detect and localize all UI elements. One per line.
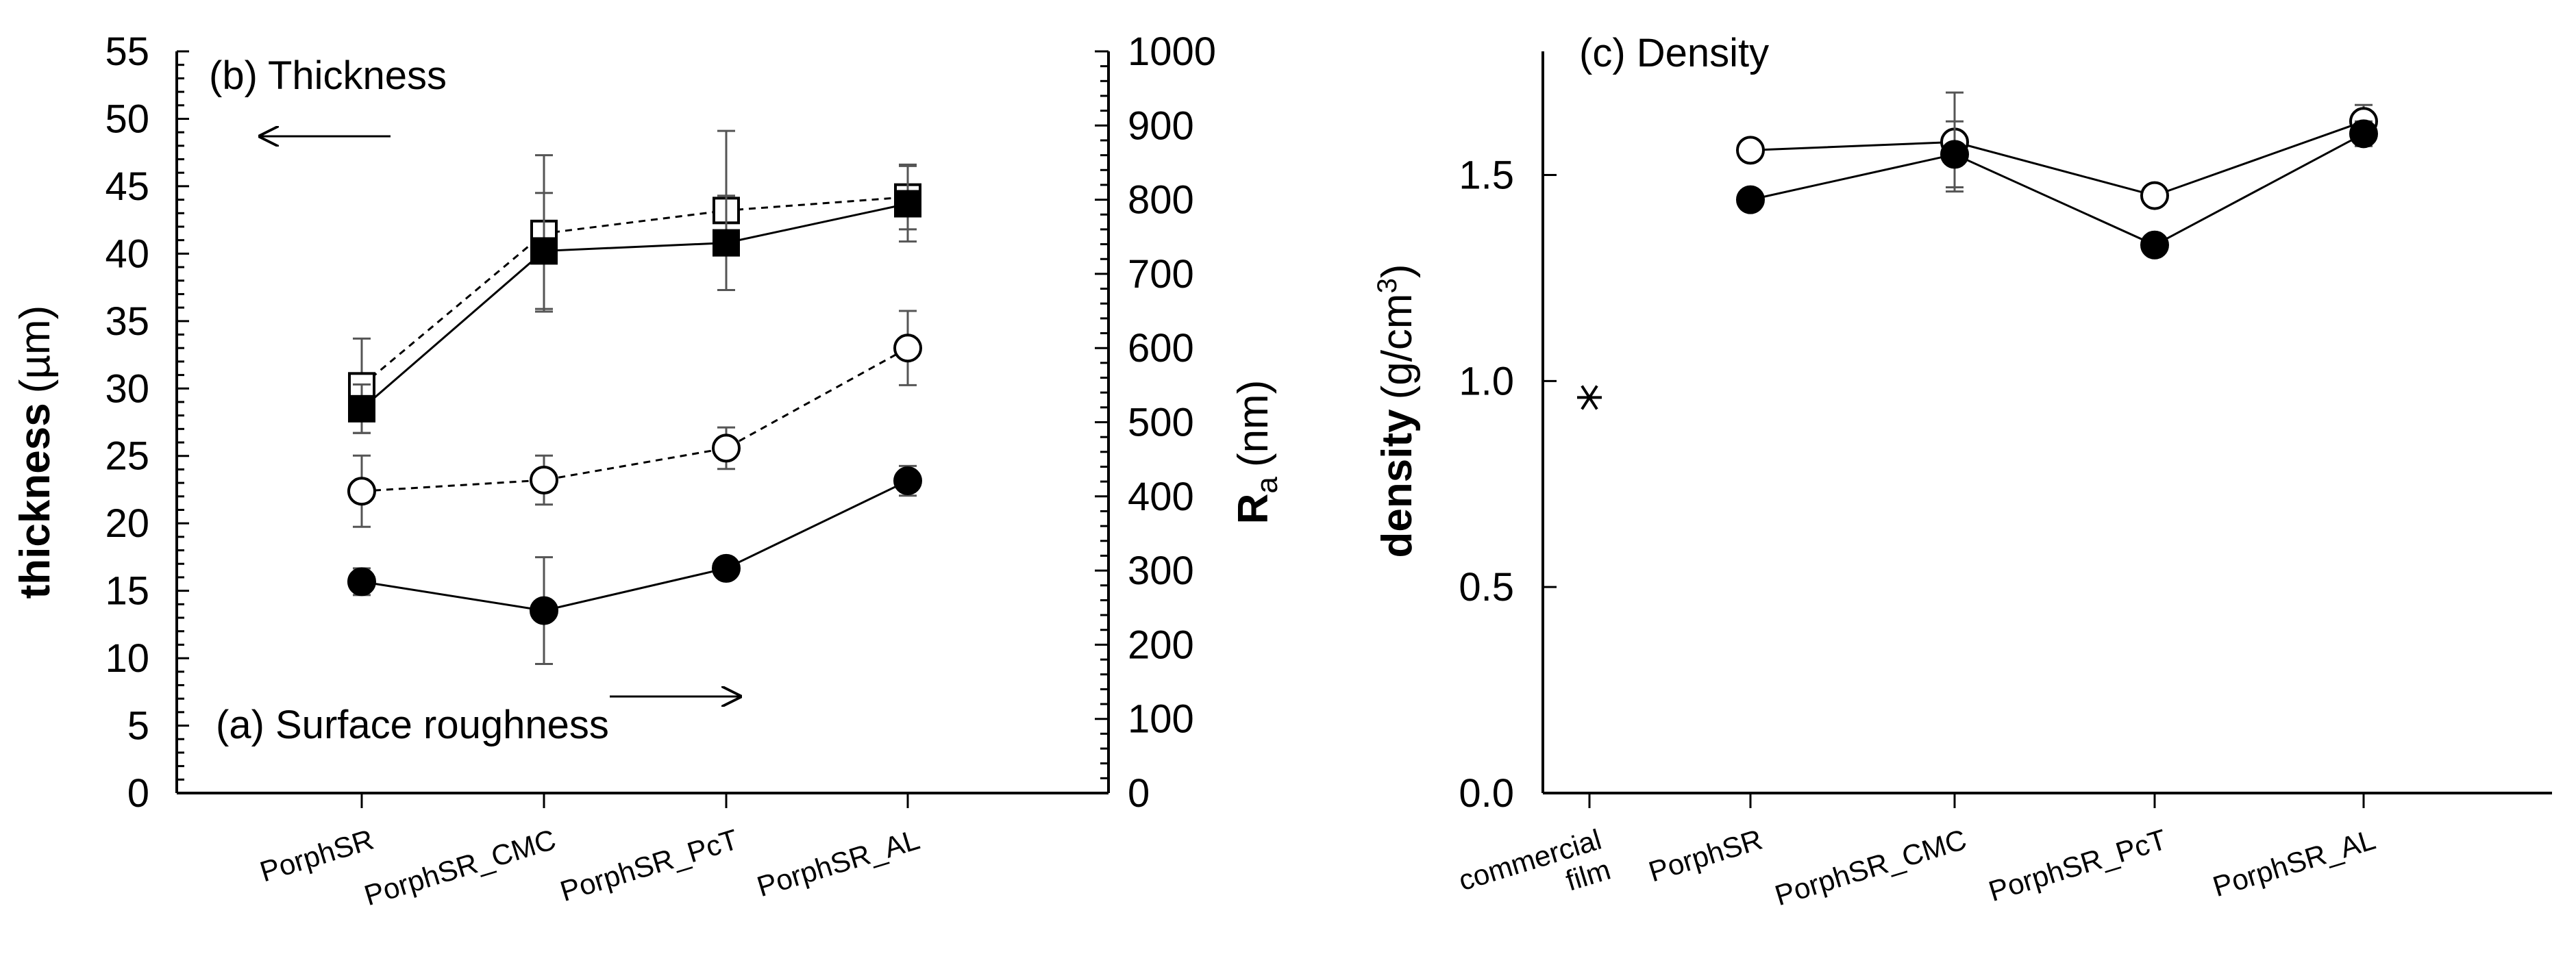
data-point xyxy=(894,190,921,218)
data-point xyxy=(712,553,741,583)
left-tick-label: 35 xyxy=(105,299,149,344)
series-line xyxy=(361,479,908,612)
left-tick-label: 5 xyxy=(127,704,149,749)
left-chart-series xyxy=(347,129,922,666)
data-point xyxy=(348,394,375,423)
density-axis-label: density(g/cm3) xyxy=(1372,264,1421,558)
commercial-film-point xyxy=(1577,385,1602,410)
left-tick-label: 25 xyxy=(105,434,149,479)
series-line xyxy=(361,196,908,387)
density-category-label: PorphSR_CMC xyxy=(1771,823,1970,912)
series-3 xyxy=(347,464,922,666)
right-tick-label: 100 xyxy=(1128,697,1194,742)
data-point xyxy=(530,465,558,494)
category-label: PorphSR_CMC xyxy=(360,823,560,912)
left-tick-label: 20 xyxy=(105,501,149,546)
density-series-0 xyxy=(1736,91,2378,210)
category-label-line: PorphSR xyxy=(1645,823,1766,888)
category-label-line: PorphSR_PcT xyxy=(1985,823,2170,907)
roughness-axis-label: Ra(nm) xyxy=(1230,380,1284,525)
density-series-1 xyxy=(1736,119,2378,260)
left-tick-label: 40 xyxy=(105,231,149,276)
right-chart-series xyxy=(1577,91,2378,410)
left-tick-label: 55 xyxy=(105,29,149,74)
right-tick-label: 800 xyxy=(1128,178,1194,223)
right-tick-label: 400 xyxy=(1128,475,1194,519)
density-title: (c) Density xyxy=(1579,31,1769,75)
density-category-label: PorphSR_AL xyxy=(2209,823,2379,903)
category-label: PorphSR xyxy=(256,823,377,888)
density-data-point xyxy=(1736,136,1765,165)
left-tick-label: 10 xyxy=(105,636,149,681)
right-tick-label: 500 xyxy=(1128,401,1194,445)
density-tick-label: 1.5 xyxy=(1459,153,1514,198)
right-tick-label: 1000 xyxy=(1128,29,1216,74)
series-1 xyxy=(348,164,921,434)
data-point xyxy=(893,466,922,496)
left-tick-label: 15 xyxy=(105,569,149,614)
data-point xyxy=(893,334,922,363)
density-series-line xyxy=(1750,133,2364,247)
data-point xyxy=(530,596,558,625)
right-chart-category-labels: commercialfilm PorphSR PorphSR_CMC PorphSR_… xyxy=(1455,823,2379,927)
series-line xyxy=(361,203,908,410)
left-chart-axes xyxy=(175,51,1110,794)
data-point xyxy=(712,434,741,463)
right-tick-label: 300 xyxy=(1128,549,1194,593)
series-0 xyxy=(348,129,921,434)
density-data-point xyxy=(2140,181,2169,210)
density-data-point xyxy=(2349,119,2378,149)
data-point xyxy=(530,237,558,265)
thickness-title: (b) Thickness xyxy=(209,53,447,98)
category-label-line: PorphSR_CMC xyxy=(1771,823,1970,912)
asterisk-stroke xyxy=(1581,385,1598,410)
right-tick-label: 200 xyxy=(1128,623,1194,667)
left-tick-label: 45 xyxy=(105,164,149,209)
density-tick-label: 0.5 xyxy=(1459,565,1514,610)
data-point xyxy=(347,567,376,597)
category-label: PorphSR_PcT xyxy=(556,823,741,907)
density-data-point xyxy=(1736,185,1765,214)
roughness-title: (a) Surface roughness xyxy=(216,703,609,747)
category-label-line: PorphSR_AL xyxy=(2209,823,2379,903)
density-tick-label: 1.0 xyxy=(1459,359,1514,403)
data-point xyxy=(713,229,740,257)
right-tick-label: 700 xyxy=(1128,252,1194,297)
density-chart: 0.00.51.01.5 commercialfilm PorphSR PorphS… xyxy=(1372,31,2552,927)
data-point xyxy=(347,477,376,506)
left-chart-ticks: 0 5 10 15 20 25 30 35 40 45 50 55 0 100 200 300 400 500 60… xyxy=(105,29,1216,816)
right-tick-label: 0 xyxy=(1128,771,1150,816)
density-category-label: PorphSR xyxy=(1645,823,1766,888)
right-tick-label: 600 xyxy=(1128,326,1194,371)
series-2 xyxy=(347,310,922,528)
density-data-point xyxy=(1940,140,1969,169)
thickness-roughness-chart: 0 5 10 15 20 25 30 35 40 45 50 55 0 100 200 300 400 500 60… xyxy=(12,29,1284,912)
left-tick-label: 0 xyxy=(127,771,149,816)
density-series-line xyxy=(1750,120,2364,197)
left-tick-label: 30 xyxy=(105,366,149,411)
right-chart-ticks: 0.0 0.5 1.0 1.5 xyxy=(1459,153,2365,816)
right-chart-axes xyxy=(1541,51,2552,794)
density-tick-label: 0.0 xyxy=(1459,771,1514,816)
right-tick-label: 900 xyxy=(1128,103,1194,148)
series-line xyxy=(361,347,908,492)
category-label: PorphSR_AL xyxy=(753,823,923,903)
density-category-label: PorphSR_PcT xyxy=(1985,823,2170,907)
left-tick-label: 50 xyxy=(105,97,149,141)
density-category-label: commercialfilm xyxy=(1455,823,1615,927)
thickness-axis-label: thickness(µm) xyxy=(12,305,59,599)
density-data-point xyxy=(2140,230,2169,260)
